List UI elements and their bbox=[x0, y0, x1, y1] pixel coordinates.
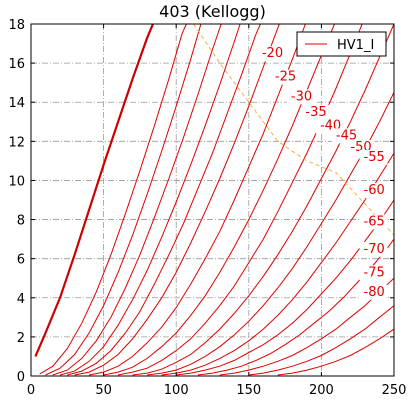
curve-label: -35 bbox=[305, 105, 326, 120]
y-tick-label: 18 bbox=[8, 18, 25, 33]
legend-label: HV1_I bbox=[337, 38, 374, 53]
y-tick-label: 8 bbox=[17, 214, 25, 229]
curve-line bbox=[52, 24, 222, 376]
curve-label-bg bbox=[257, 46, 286, 62]
curve-label: -55 bbox=[364, 150, 385, 165]
ticks: 0 50 100 150 200 250 0 2 4 6 8 10 12 14 16 18 bbox=[8, 18, 406, 398]
curve-line bbox=[103, 24, 335, 376]
y-tick-label: 4 bbox=[17, 292, 25, 307]
curve-line bbox=[176, 199, 394, 376]
curve-line bbox=[45, 24, 202, 376]
curve-line bbox=[277, 328, 394, 376]
curve-line bbox=[147, 92, 394, 376]
curves bbox=[34, 24, 394, 376]
curve-labels: -20-25-30-35-40-45-50-55-60-65-70-75-80 bbox=[257, 46, 388, 300]
curve-line bbox=[132, 24, 394, 376]
curve-line bbox=[219, 277, 394, 376]
curve-label: -70 bbox=[364, 242, 385, 257]
load-line-group bbox=[193, 24, 394, 236]
legend: HV1_I bbox=[296, 31, 387, 57]
y-tick-label: 6 bbox=[17, 253, 25, 268]
curve-line bbox=[89, 24, 306, 376]
x-tick-label: 100 bbox=[164, 383, 189, 398]
curve-label: -80 bbox=[364, 285, 385, 300]
curve-label: -65 bbox=[364, 214, 385, 229]
curve-label: -25 bbox=[275, 70, 296, 85]
chart-title: 403 (Kellogg) bbox=[159, 2, 266, 21]
curve-label-bg bbox=[359, 241, 388, 257]
x-tick-label: 150 bbox=[236, 383, 261, 398]
curve-line bbox=[67, 24, 261, 376]
curve-label: -45 bbox=[336, 128, 357, 143]
load-line bbox=[193, 24, 394, 236]
y-tick-label: 0 bbox=[17, 370, 25, 385]
x-tick-label: 0 bbox=[27, 383, 35, 398]
curve-label-bg bbox=[359, 149, 388, 165]
y-tick-label: 14 bbox=[8, 96, 25, 111]
x-tick-label: 250 bbox=[382, 383, 407, 398]
curve-label-bg bbox=[331, 128, 360, 144]
curve-line bbox=[59, 24, 241, 376]
y-tick-label: 10 bbox=[8, 174, 25, 189]
curve-label: -60 bbox=[364, 183, 385, 198]
curve-label-bg bbox=[359, 183, 388, 199]
curve-label: -20 bbox=[262, 46, 283, 61]
curve-line bbox=[118, 24, 363, 376]
curve-line bbox=[248, 305, 394, 376]
curve-label: -30 bbox=[291, 89, 312, 104]
curve-line bbox=[161, 152, 394, 376]
curve-label-bg bbox=[301, 104, 330, 120]
grid bbox=[31, 24, 394, 376]
x-tick-label: 50 bbox=[95, 383, 112, 398]
curve-line bbox=[34, 24, 155, 357]
curve-label-bg bbox=[286, 89, 315, 105]
curve-label-bg bbox=[359, 265, 388, 281]
y-tick-label: 2 bbox=[17, 331, 25, 346]
x-tick-label: 200 bbox=[309, 383, 334, 398]
y-tick-label: 16 bbox=[8, 57, 25, 72]
curve-label: -75 bbox=[364, 265, 385, 280]
curve-label-bg bbox=[359, 214, 388, 230]
plot-frame bbox=[30, 23, 395, 377]
curve-label-bg bbox=[359, 284, 388, 300]
curve-label-bg bbox=[270, 69, 299, 85]
curve-line bbox=[74, 24, 280, 376]
curve-line bbox=[39, 24, 187, 375]
y-tick-label: 12 bbox=[8, 135, 25, 150]
